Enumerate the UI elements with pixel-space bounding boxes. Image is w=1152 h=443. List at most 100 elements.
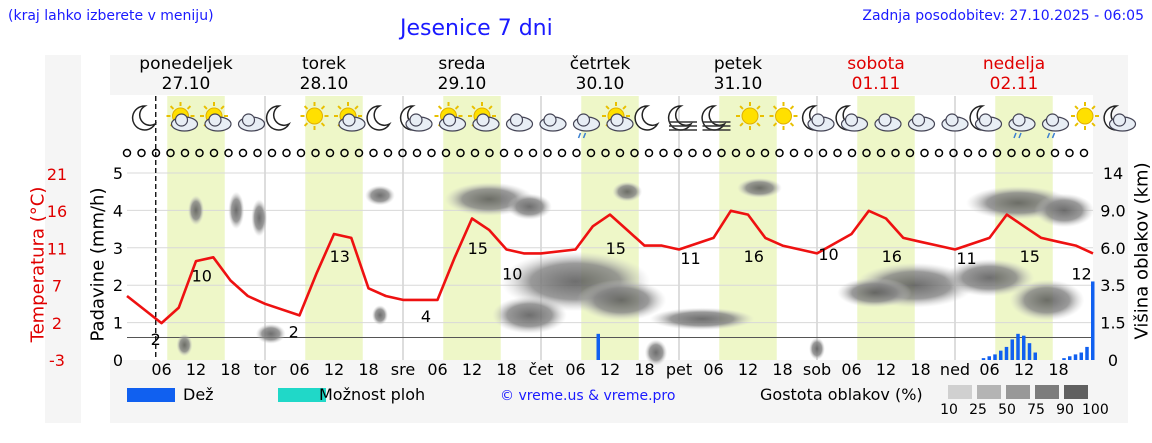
wind-marker-14 (325, 148, 335, 158)
precip-bar-10 (1033, 352, 1037, 360)
wind-marker-7 (224, 148, 233, 158)
wind-marker-2 (151, 148, 161, 158)
precip-bar-1 (981, 358, 986, 360)
wind-marker-20 (412, 148, 422, 158)
wind-marker-60 (992, 148, 1002, 158)
weather-moon-cloud-icon (1103, 105, 1137, 132)
weather-sun-cloud-icon (434, 102, 467, 132)
wind-marker-26 (499, 148, 509, 158)
cloud-blob-0 (188, 195, 204, 226)
wind-marker-18 (383, 148, 393, 158)
wind-marker-42 (731, 148, 741, 158)
day-date-1: 28.10 (299, 74, 349, 94)
x-tick-7: sre (391, 360, 415, 379)
day-name-5: sobota (847, 54, 905, 74)
density-value-5: 100 (1082, 402, 1109, 418)
density-value-0: 10 (940, 402, 958, 418)
page-title: Jesenice 7 dni (400, 16, 553, 41)
x-tick-0: 06 (151, 360, 171, 379)
weather-moon-cloud-icon (801, 105, 835, 132)
x-tick-26: 18 (1048, 360, 1068, 379)
temperature-value-label-7: 15 (606, 239, 626, 258)
cloud-blob-11 (944, 259, 1035, 297)
precip-bar-7 (1016, 333, 1020, 360)
x-tick-9: 12 (462, 360, 482, 379)
cloud-blob-20 (644, 339, 668, 366)
x-tick-21: 12 (876, 360, 896, 379)
weather-moon-icon (265, 105, 292, 131)
precip-tick-2: 2 (113, 276, 123, 295)
cloud-blob-17 (737, 177, 782, 198)
wind-marker-1 (137, 148, 146, 158)
cloud-tick-3: 3.5 (1100, 276, 1125, 295)
x-tick-14: 18 (634, 360, 654, 379)
x-tick-10: 18 (496, 360, 516, 379)
wind-marker-5 (195, 148, 204, 158)
wind-marker-19 (398, 148, 407, 158)
weather-cloud-rain-icon (572, 113, 601, 139)
day-date-2: 29.10 (437, 74, 487, 94)
wind-marker-23 (456, 148, 465, 158)
day-date-0: 27.10 (161, 74, 211, 94)
temperature-tick-3: 7 (52, 277, 62, 296)
x-tick-19: sob (803, 360, 831, 379)
weather-sun-icon (769, 102, 798, 130)
x-tick-2: 18 (220, 360, 240, 379)
temperature-value-label-9: 16 (744, 247, 764, 266)
density-value-2: 50 (998, 402, 1016, 418)
x-tick-11: čet (529, 360, 554, 379)
wind-marker-61 (1007, 148, 1016, 158)
wind-marker-51 (862, 148, 871, 158)
precip-bar-4 (999, 350, 1003, 360)
cloud-blob-9 (649, 307, 755, 331)
wind-marker-0 (122, 148, 132, 158)
daylight-band-1 (305, 96, 363, 360)
density-swatch-2 (1006, 385, 1030, 399)
cloud-blob-22 (176, 333, 193, 357)
weather-cloud-icon (907, 113, 936, 132)
wind-marker-55 (920, 148, 929, 158)
weather-sun-cloud-icon (334, 102, 366, 132)
storm-legend-swatch (278, 388, 326, 402)
x-tick-8: 06 (427, 360, 447, 379)
temperature-value-label-4: 4 (421, 307, 431, 326)
weather-moon-cloud-icon (835, 105, 869, 132)
temperature-value-label-11: 16 (882, 247, 902, 266)
x-tick-15: pet (666, 360, 692, 379)
precip-bar-8 (1022, 335, 1026, 360)
temperature-tick-4: 2 (52, 314, 62, 333)
wind-marker-58 (963, 148, 973, 158)
weather-moon-icon (131, 105, 158, 131)
cloud-tick-4: 1.5 (1100, 314, 1125, 333)
temperature-value-label-0: 2 (151, 330, 161, 349)
temperature-value-label-3: 13 (330, 247, 350, 266)
cloud-blob-1 (228, 191, 245, 230)
wind-marker-49 (833, 148, 842, 158)
wind-marker-43 (746, 148, 755, 158)
precip-bar-3 (993, 354, 997, 360)
wind-marker-24 (470, 148, 480, 158)
day-header-panel (110, 55, 1093, 95)
temperature-value-label-12: 11 (956, 249, 976, 268)
temperature-value-label-1: 10 (192, 266, 212, 285)
precip-bar-16 (1091, 281, 1095, 360)
wind-marker-34 (615, 148, 625, 158)
precip-tick-1: 1 (113, 314, 123, 333)
x-tick-16: 06 (703, 360, 723, 379)
wind-marker-30 (557, 148, 567, 158)
day-name-6: nedelja (982, 54, 1046, 74)
temperature-value-label-8: 11 (680, 249, 700, 268)
wind-marker-10 (267, 148, 277, 158)
weather-moon-icon (634, 105, 660, 131)
weather-sun-cloud-icon (166, 102, 199, 132)
x-tick-4: 06 (289, 360, 309, 379)
rain-legend-swatch (127, 388, 175, 402)
day-date-4: 31.10 (713, 74, 763, 94)
wind-marker-13 (311, 148, 320, 158)
credit-link[interactable]: © vreme.us & vreme.pro (500, 388, 676, 404)
wind-marker-64 (1050, 148, 1060, 158)
weather-sun-cloud-icon (468, 102, 500, 132)
day-name-2: sreda (438, 54, 486, 74)
day-date-3: 30.10 (575, 74, 625, 94)
rain-legend-label: Dež (183, 385, 214, 404)
